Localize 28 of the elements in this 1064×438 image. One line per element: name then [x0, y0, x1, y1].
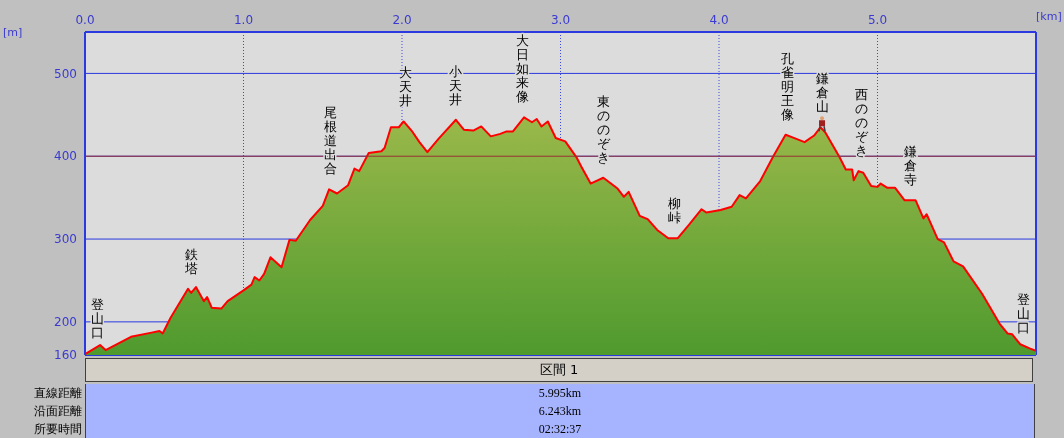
x-tick-label: 5.0 [867, 13, 888, 27]
text: 区間 1 [85, 358, 1033, 382]
text: 5.995km [85, 384, 1035, 402]
annotation: 柳峠 [668, 196, 682, 226]
x-tick-label: 4.0 [709, 13, 729, 27]
y-tick-label: 200 [54, 315, 77, 330]
text: 02:32:37 [85, 420, 1035, 438]
annotation: 大日如来像 [515, 33, 529, 105]
annotation: 登山口 [1017, 292, 1031, 336]
text: 所要時間 [34, 421, 82, 438]
text: 直線距離 [34, 385, 82, 402]
y-tick-label: 160 [54, 348, 77, 363]
annotation: 西ののぞき [855, 87, 870, 159]
x-axis-title: [km] [1036, 10, 1062, 23]
annotation: 鎌倉寺 [904, 144, 918, 188]
annotation: 登山口 [90, 296, 104, 340]
y-axis-title: [m] [3, 26, 23, 39]
x-tick-label: 3.0 [550, 13, 571, 27]
text: 6.243km [85, 402, 1035, 420]
y-tick-label: 500 [54, 66, 77, 81]
x-tick-label: 0.0 [75, 13, 95, 27]
y-tick-label: 400 [54, 149, 77, 164]
annotation: 鎌倉山 [815, 71, 829, 115]
x-tick-label: 1.0 [233, 13, 254, 27]
annotation: 鉄塔 [183, 246, 198, 276]
y-tick-label: 300 [54, 232, 77, 247]
x-tick-label: 2.0 [392, 13, 412, 27]
text: 沿面距離 [34, 403, 82, 420]
